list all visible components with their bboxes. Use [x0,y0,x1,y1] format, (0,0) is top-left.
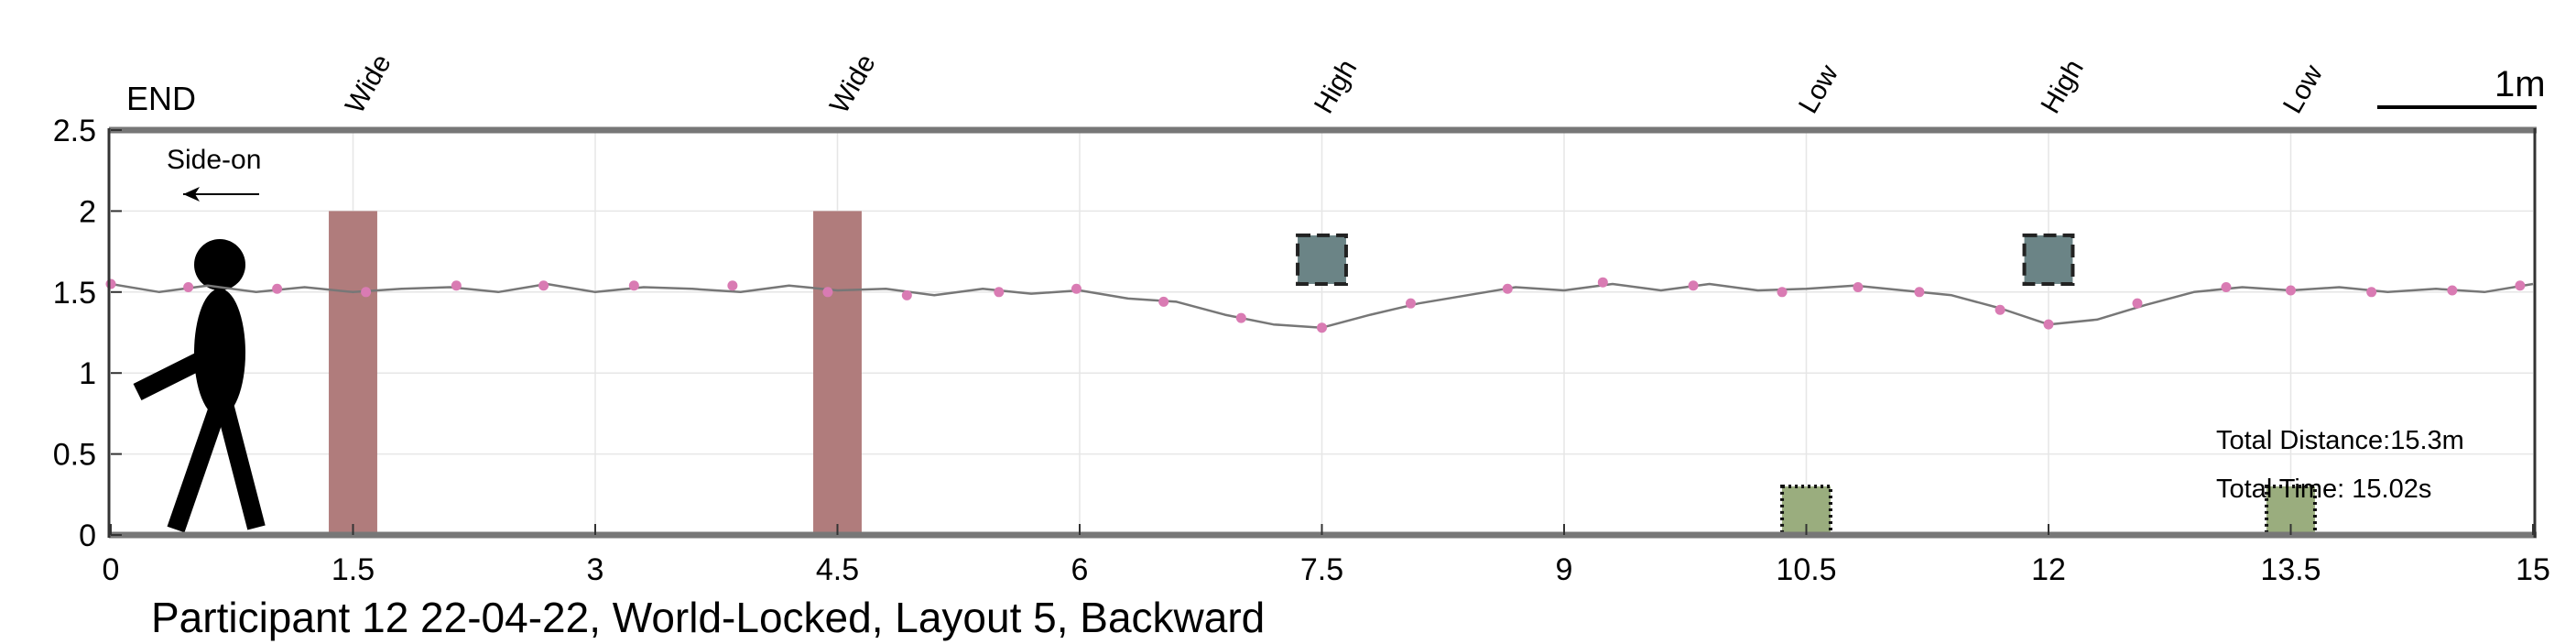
y-tick-label: 2 [79,194,96,229]
total-time: Total Time: 15.02s [2216,475,2431,504]
obstacle-label: Wide [824,49,882,119]
trajectory-marker [901,289,912,300]
chart-caption: Participant 12 22-04-22, World-Locked, L… [151,594,1265,641]
obstacle-wide [329,211,377,535]
trajectory-marker [1688,280,1699,291]
trajectory-marker [183,281,194,292]
x-tick-label: 0 [103,552,120,587]
total-distance: Total Distance:15.3m [2216,426,2464,455]
trajectory-marker [1597,277,1608,288]
direction-label: Side-on [167,145,261,175]
x-tick-label: 12 [2031,552,2066,587]
trajectory-marker [2132,298,2143,309]
trajectory-marker [2221,281,2232,292]
y-tick-label: 1.5 [53,276,96,311]
y-tick-label: 1 [79,356,96,391]
x-tick-label: 3 [587,552,604,587]
trajectory-marker [1158,296,1169,307]
trajectory-marker [994,287,1005,298]
grid-lines [111,130,2533,535]
obstacle-high [1296,233,1348,286]
trajectory-marker [1502,283,1513,294]
trajectory-marker [822,287,833,298]
x-tick-label: 1.5 [332,552,375,587]
y-tick-label: 0 [79,518,96,553]
trajectory-marker [1777,287,1788,298]
trajectory-marker [538,280,549,291]
trajectory-marker [2043,319,2054,330]
trajectory-marker [2366,287,2377,298]
trajectory-marker [1853,281,1864,292]
trajectory-marker [1914,287,1925,298]
trajectory-marker [1994,304,2005,315]
trajectory-marker [1071,283,1081,294]
trajectory-marker [2447,285,2458,296]
x-tick-label: 10.5 [1776,552,1836,587]
obstacle-wide [813,211,862,535]
y-tick-label: 0.5 [53,438,96,473]
obstacle-label: Low [2277,60,2329,118]
x-tick-label: 6 [1071,552,1089,587]
trajectory-marker [727,280,738,291]
trajectory-marker [272,283,283,294]
trajectory-marker [628,280,639,291]
trajectory-marker [1405,298,1416,309]
walker-figure-icon [133,239,266,533]
trajectory-marker [1235,312,1246,323]
trajectory-marker [2286,285,2296,296]
obstacle-label: High [1309,55,1363,119]
trajectory-markers [105,277,2526,333]
x-tick-label: 9 [1556,552,1573,587]
end-label: END [126,80,196,117]
trajectory-marker [1317,322,1327,333]
direction-arrow-icon [183,187,259,202]
trajectory-marker [105,278,116,289]
y-tick-label: 2.5 [53,114,96,148]
x-tick-label: 7.5 [1300,552,1343,587]
trajectory-marker [451,280,462,291]
trajectory-marker [2515,280,2526,291]
x-tick-label: 4.5 [816,552,859,587]
obstacle-label: High [2035,55,2089,119]
obstacle-high [2022,233,2075,286]
x-tick-label: 13.5 [2260,552,2321,587]
obstacle-label: Wide [340,49,397,119]
y-ticks: 0 0.5 1 1.5 2 2.5 [53,114,122,553]
x-ticks: 0 1.5 3 4.5 6 7.5 9 10.5 12 13.5 15 [103,524,2550,587]
obstacle-label: Low [1793,60,1844,118]
trajectory-marker [361,287,372,298]
x-tick-label: 15 [2516,552,2550,587]
obstacle-labels: Wide Wide High Low High Low [340,49,2329,119]
scale-label: 1m [2494,64,2546,104]
